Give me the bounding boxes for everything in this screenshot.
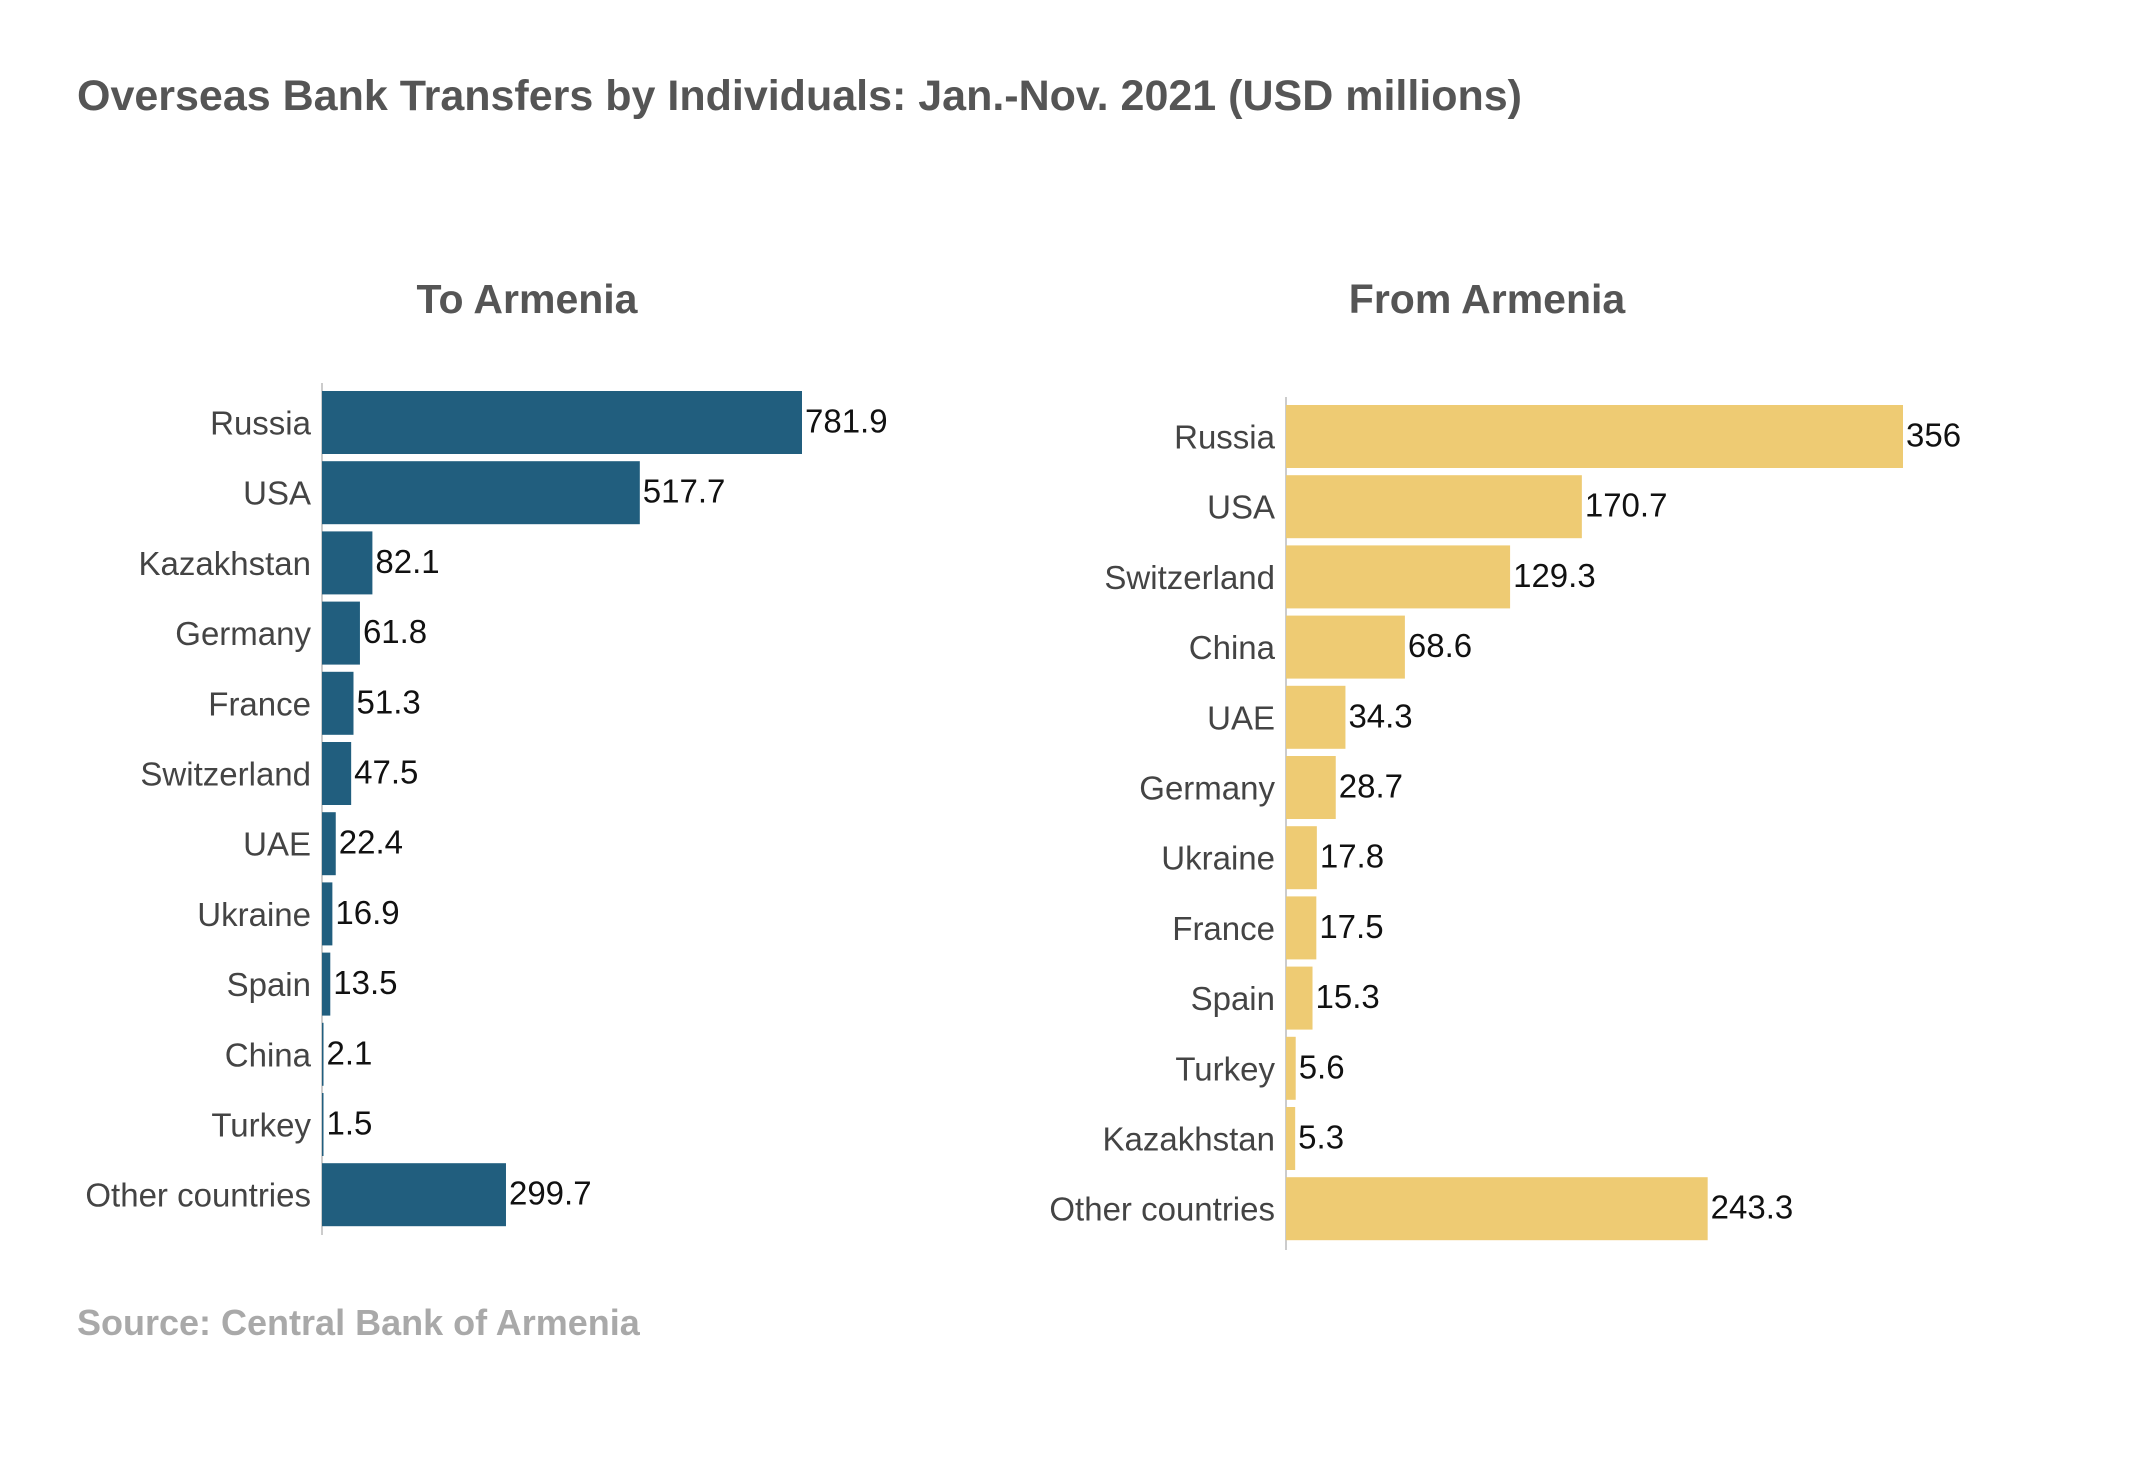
value-label: 16.9 — [335, 894, 399, 931]
value-label: 299.7 — [509, 1175, 592, 1212]
bar-usa — [322, 461, 640, 525]
category-label: Kazakhstan — [139, 545, 311, 582]
value-label: 22.4 — [339, 824, 403, 861]
category-label: Turkey — [211, 1107, 311, 1144]
category-label: Kazakhstan — [1103, 1121, 1275, 1158]
category-label: France — [1172, 910, 1275, 947]
bar-china — [1286, 615, 1405, 679]
bar-france — [1286, 896, 1317, 960]
category-label: UAE — [243, 826, 311, 863]
bar-kazakhstan — [1286, 1107, 1296, 1170]
value-label: 17.5 — [1319, 908, 1383, 945]
bar-ukraine — [322, 882, 333, 946]
bar-switzerland — [322, 742, 352, 805]
value-label: 243.3 — [1711, 1189, 1794, 1226]
value-label: 17.8 — [1320, 838, 1384, 875]
bar-china — [322, 1022, 324, 1086]
category-label: France — [208, 685, 311, 722]
bar-ukraine — [1286, 826, 1317, 890]
category-label: Switzerland — [1104, 559, 1275, 596]
value-label: 356 — [1906, 417, 1961, 454]
panel-title-from-armenia: From Armenia — [1348, 276, 1626, 322]
bar-turkey — [1286, 1036, 1296, 1100]
bar-russia — [1286, 405, 1903, 468]
value-label: 15.3 — [1316, 978, 1380, 1015]
value-label: 28.7 — [1339, 768, 1403, 805]
bar-russia — [322, 391, 802, 454]
value-label: 781.9 — [805, 403, 888, 440]
category-label: UAE — [1207, 699, 1275, 736]
bar-germany — [322, 601, 360, 665]
bar-turkey — [322, 1093, 324, 1156]
bar-uae — [322, 812, 336, 876]
bar-france — [322, 671, 354, 735]
value-label: 34.3 — [1348, 697, 1412, 734]
category-label: Germany — [175, 615, 311, 652]
bar-usa — [1286, 475, 1582, 539]
value-label: 13.5 — [333, 964, 397, 1001]
value-label: 47.5 — [354, 754, 418, 791]
bar-switzerland — [1286, 545, 1511, 609]
value-label: 61.8 — [363, 613, 427, 650]
panel-title-to-armenia: To Armenia — [416, 276, 638, 322]
value-label: 129.3 — [1513, 557, 1596, 594]
category-label: Spain — [1191, 980, 1275, 1017]
category-label: China — [225, 1036, 312, 1073]
bar-germany — [1286, 756, 1336, 819]
category-label: Turkey — [1175, 1050, 1275, 1087]
value-label: 5.3 — [1298, 1119, 1344, 1156]
bar-spain — [322, 952, 331, 1016]
value-label: 517.7 — [643, 473, 726, 510]
category-label: Germany — [1139, 770, 1275, 807]
bar-spain — [1286, 966, 1313, 1030]
value-label: 82.1 — [375, 543, 439, 580]
value-label: 68.6 — [1408, 627, 1472, 664]
source-note: Source: Central Bank of Armenia — [77, 1302, 640, 1343]
value-label: 5.6 — [1299, 1048, 1345, 1085]
value-label: 170.7 — [1585, 487, 1668, 524]
value-label: 2.1 — [327, 1034, 373, 1071]
bar-kazakhstan — [322, 531, 373, 595]
category-label: Ukraine — [1161, 840, 1275, 877]
category-label: Other countries — [1049, 1191, 1275, 1228]
bar-other-countries — [322, 1163, 506, 1227]
category-label: Spain — [227, 966, 311, 1003]
value-label: 51.3 — [356, 683, 420, 720]
chart-title: Overseas Bank Transfers by Individuals: … — [77, 72, 1522, 120]
category-label: Russia — [210, 405, 312, 442]
category-label: Other countries — [85, 1177, 311, 1214]
category-label: Switzerland — [140, 756, 311, 793]
bar-other-countries — [1286, 1177, 1708, 1241]
category-label: USA — [243, 475, 311, 512]
category-label: USA — [1207, 489, 1275, 526]
value-label: 1.5 — [327, 1105, 373, 1142]
bar-uae — [1286, 685, 1346, 749]
category-label: Ukraine — [197, 896, 311, 933]
category-label: Russia — [1174, 419, 1276, 456]
category-label: China — [1189, 629, 1276, 666]
